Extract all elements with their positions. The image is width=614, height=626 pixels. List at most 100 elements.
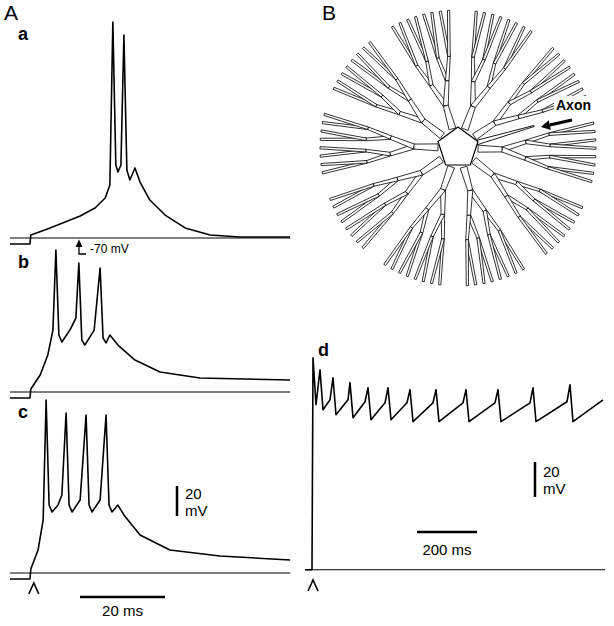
figure: A Ba -70 mV b c 20mV 20 ms d 20mV 200 ms Axon <box>0 0 614 626</box>
dendrite <box>547 166 592 182</box>
dendrite <box>505 195 521 217</box>
dendrite <box>426 61 433 86</box>
scale-bar-vertical <box>176 486 179 516</box>
baseline <box>10 391 291 392</box>
plot-area <box>10 22 291 244</box>
dendrite <box>373 177 398 186</box>
voltage-trace <box>10 250 290 398</box>
dendrite <box>539 189 579 216</box>
dendrite <box>460 166 472 191</box>
trace-panel: a -70 mV <box>10 22 291 256</box>
panel-letter: B <box>322 1 336 24</box>
dendrite <box>472 12 486 57</box>
soma <box>438 127 478 165</box>
dendrite <box>525 157 549 169</box>
dendrite <box>503 30 532 69</box>
dendrite <box>369 41 398 80</box>
dendrite <box>430 238 444 283</box>
panel-letter: c <box>18 402 28 422</box>
dendrite <box>385 191 408 205</box>
dendrite <box>477 238 485 284</box>
dendrite <box>366 149 391 156</box>
dendrite <box>431 12 439 58</box>
dendrite <box>381 95 401 114</box>
voltage-trace <box>305 358 603 570</box>
dendrite <box>337 80 377 107</box>
scale-bar-label: 20mV <box>185 485 208 519</box>
panel-letter: a <box>18 24 29 44</box>
dendrite <box>525 140 550 147</box>
dendrite <box>518 110 543 119</box>
scale-bar-label: 200 ms <box>422 541 471 558</box>
voltage-trace <box>10 400 290 579</box>
trace-panel: d 20mV 200 ms <box>305 340 605 591</box>
axon-arrowhead <box>541 120 551 130</box>
dendrite <box>321 161 367 166</box>
dendrite <box>491 174 508 197</box>
dendrite <box>411 208 429 229</box>
scale-bar-vertical <box>534 462 537 497</box>
dendrite <box>445 56 450 81</box>
dendrite <box>518 216 547 255</box>
axon-arrow <box>550 120 572 125</box>
stimulus-marker <box>308 580 318 591</box>
panel-letter: d <box>318 340 329 360</box>
dendrite <box>391 227 413 270</box>
dendrite <box>471 86 490 108</box>
dendrite <box>439 11 450 57</box>
scale-bar-horizontal <box>417 531 477 534</box>
dendrite <box>466 239 477 285</box>
annotation-arrowhead <box>76 240 83 248</box>
dendrite <box>448 10 451 56</box>
dendrite <box>321 130 367 141</box>
baseline <box>10 572 291 573</box>
trace-panel: b <box>10 250 291 398</box>
dendrite <box>426 188 445 210</box>
dendrite <box>422 119 445 138</box>
dendrite <box>330 184 375 201</box>
plot-area <box>10 250 291 398</box>
dendrite <box>443 105 455 130</box>
dendrite <box>508 91 531 105</box>
axon-label: Axon <box>556 97 591 113</box>
plot-area <box>305 358 605 570</box>
scale-bar-label: 20 ms <box>102 602 143 619</box>
voltage-trace <box>10 22 290 244</box>
plot-area <box>10 400 291 579</box>
dendrite <box>396 79 412 101</box>
dendrite <box>498 230 517 274</box>
dendrite <box>384 227 413 266</box>
neuron-diagram: Axon <box>320 10 596 285</box>
dendrite <box>472 59 486 82</box>
dendrite <box>478 145 502 152</box>
panel-letter: A <box>4 1 18 24</box>
stimulus-marker <box>29 583 39 594</box>
dendrite <box>443 81 449 106</box>
dendrite <box>420 156 443 174</box>
scale-bar-horizontal <box>80 596 165 599</box>
scale-bar-label: 20mV <box>543 463 566 497</box>
dendrite <box>472 158 495 177</box>
annotation-arrow <box>79 246 86 254</box>
dendrite <box>483 210 490 235</box>
dendrite <box>462 106 476 131</box>
dendrite <box>549 155 595 166</box>
dendrite <box>337 194 380 216</box>
dendrite <box>414 144 438 151</box>
dendrite <box>503 26 525 69</box>
dendrite <box>431 214 445 237</box>
axon <box>475 126 534 146</box>
dendrite <box>408 99 425 122</box>
baseline-label: -70 mV <box>90 242 129 256</box>
dendrite <box>324 113 369 129</box>
dendrite <box>320 147 366 152</box>
dendrite <box>550 144 596 149</box>
dendrite <box>549 130 595 135</box>
dendrite <box>441 166 455 191</box>
baseline <box>305 569 605 570</box>
dendrite <box>494 115 519 125</box>
trace-panel: c 20mV 20 ms <box>10 400 291 619</box>
panel-letter: b <box>18 252 29 272</box>
dendrite <box>487 68 505 89</box>
dendrite <box>390 136 415 149</box>
